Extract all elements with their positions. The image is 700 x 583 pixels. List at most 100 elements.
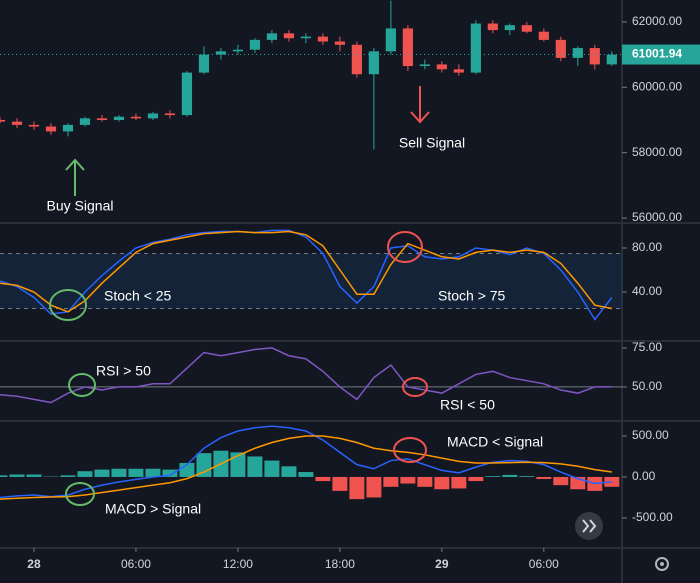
x-tick-label: 29 xyxy=(435,557,449,571)
histogram-bar xyxy=(417,476,433,487)
candle-body xyxy=(198,54,210,73)
y-tick-label: 60000.00 xyxy=(632,79,682,93)
histogram-bar xyxy=(366,476,382,498)
x-tick-label: 28 xyxy=(27,557,41,571)
candle-body xyxy=(215,51,227,55)
histogram-bar xyxy=(281,466,297,477)
candle-body xyxy=(45,126,57,132)
annotation: MACD < Signal xyxy=(447,434,543,450)
histogram-bar xyxy=(9,474,25,477)
candle-body xyxy=(504,25,515,31)
scroll-button[interactable] xyxy=(575,512,603,540)
histogram-bar xyxy=(26,474,42,477)
candle-body xyxy=(470,23,481,73)
histogram-bar xyxy=(162,469,178,477)
x-tick-label: 06:00 xyxy=(529,557,559,571)
candle-body xyxy=(402,28,413,67)
histogram-bar xyxy=(230,452,246,477)
histogram-bar xyxy=(553,476,569,486)
candle-body xyxy=(0,119,6,122)
annotation: RSI > 50 xyxy=(96,363,151,379)
histogram-bar xyxy=(0,475,8,477)
histogram-bar xyxy=(536,476,552,480)
candle-body xyxy=(283,33,295,39)
histogram-bar xyxy=(264,460,280,477)
candle-body xyxy=(28,124,40,127)
candle-body xyxy=(487,23,498,31)
candle-body xyxy=(385,28,396,52)
histogram-bar xyxy=(349,476,365,500)
indicator-line xyxy=(0,347,612,404)
y-tick-label: 56000.00 xyxy=(632,210,682,224)
candle-body xyxy=(232,49,244,52)
annotation: Stoch > 75 xyxy=(438,288,506,304)
histogram-bar xyxy=(145,468,161,477)
candle-body xyxy=(606,54,617,65)
candle-body xyxy=(249,39,261,50)
candle-body xyxy=(11,121,23,125)
histogram-bar xyxy=(128,468,144,477)
histogram-bar xyxy=(383,476,399,487)
y-tick-label: 62000.00 xyxy=(632,14,682,28)
histogram-bar xyxy=(468,476,484,482)
candle-body xyxy=(164,113,176,116)
candle-body xyxy=(181,72,193,116)
x-tick-label: 06:00 xyxy=(121,557,151,571)
candle-body xyxy=(589,48,600,65)
histogram-bar xyxy=(77,471,93,477)
candle-body xyxy=(521,25,532,32)
candle-body xyxy=(555,39,566,58)
candle-body xyxy=(62,124,74,132)
candle-body xyxy=(266,33,278,40)
annotation: Stoch < 25 xyxy=(104,288,172,304)
candle-body xyxy=(130,116,142,119)
circles xyxy=(49,231,428,506)
candle-body xyxy=(572,48,583,58)
y-tick-label: -500.00 xyxy=(632,510,673,524)
y-tick-label: 0.00 xyxy=(632,469,656,483)
annotation: Buy Signal xyxy=(47,198,114,214)
y-tick-label: 40.00 xyxy=(632,284,662,298)
histogram-bar xyxy=(111,468,127,477)
histogram-bar xyxy=(502,474,518,477)
candle-body xyxy=(317,36,328,42)
histogram-bar xyxy=(451,476,467,489)
candle-body xyxy=(113,116,125,120)
histogram-bar xyxy=(298,472,314,477)
last-price-box xyxy=(622,44,700,65)
histogram-bar xyxy=(434,476,450,490)
annotation: MACD > Signal xyxy=(105,501,201,517)
indicator-line xyxy=(0,425,612,499)
x-tick-label: 12:00 xyxy=(223,557,253,571)
candle-body xyxy=(351,44,362,75)
arrows xyxy=(65,86,430,196)
y-tick-label: 80.00 xyxy=(632,240,662,254)
y-tick-label: 58000.00 xyxy=(632,145,682,159)
candle-body xyxy=(334,41,345,45)
histogram-bar xyxy=(519,476,535,477)
histogram-bar xyxy=(60,475,76,477)
histogram-bar xyxy=(94,469,110,477)
histogram-bar xyxy=(247,456,263,477)
candle-body xyxy=(436,64,447,70)
candle-body xyxy=(538,31,549,40)
y-tick-label: 75.00 xyxy=(632,340,662,354)
indicator-line xyxy=(0,229,613,321)
candle-body xyxy=(79,118,91,125)
band-fill xyxy=(0,253,622,309)
histogram-bar xyxy=(400,476,416,484)
settings-icon[interactable] xyxy=(655,557,669,571)
y-tick-label: 50.00 xyxy=(632,379,662,393)
histogram-bar xyxy=(332,476,348,491)
x-tick-label: 18:00 xyxy=(325,557,355,571)
last-price-label: 61001.94 xyxy=(632,47,682,61)
candle-body xyxy=(96,118,108,120)
candle-body xyxy=(300,36,311,39)
histogram-bar xyxy=(485,476,501,477)
candle-body xyxy=(453,69,464,73)
annotation: Sell Signal xyxy=(399,135,465,151)
candle-body xyxy=(368,51,379,75)
y-tick-label: 500.00 xyxy=(632,428,669,442)
